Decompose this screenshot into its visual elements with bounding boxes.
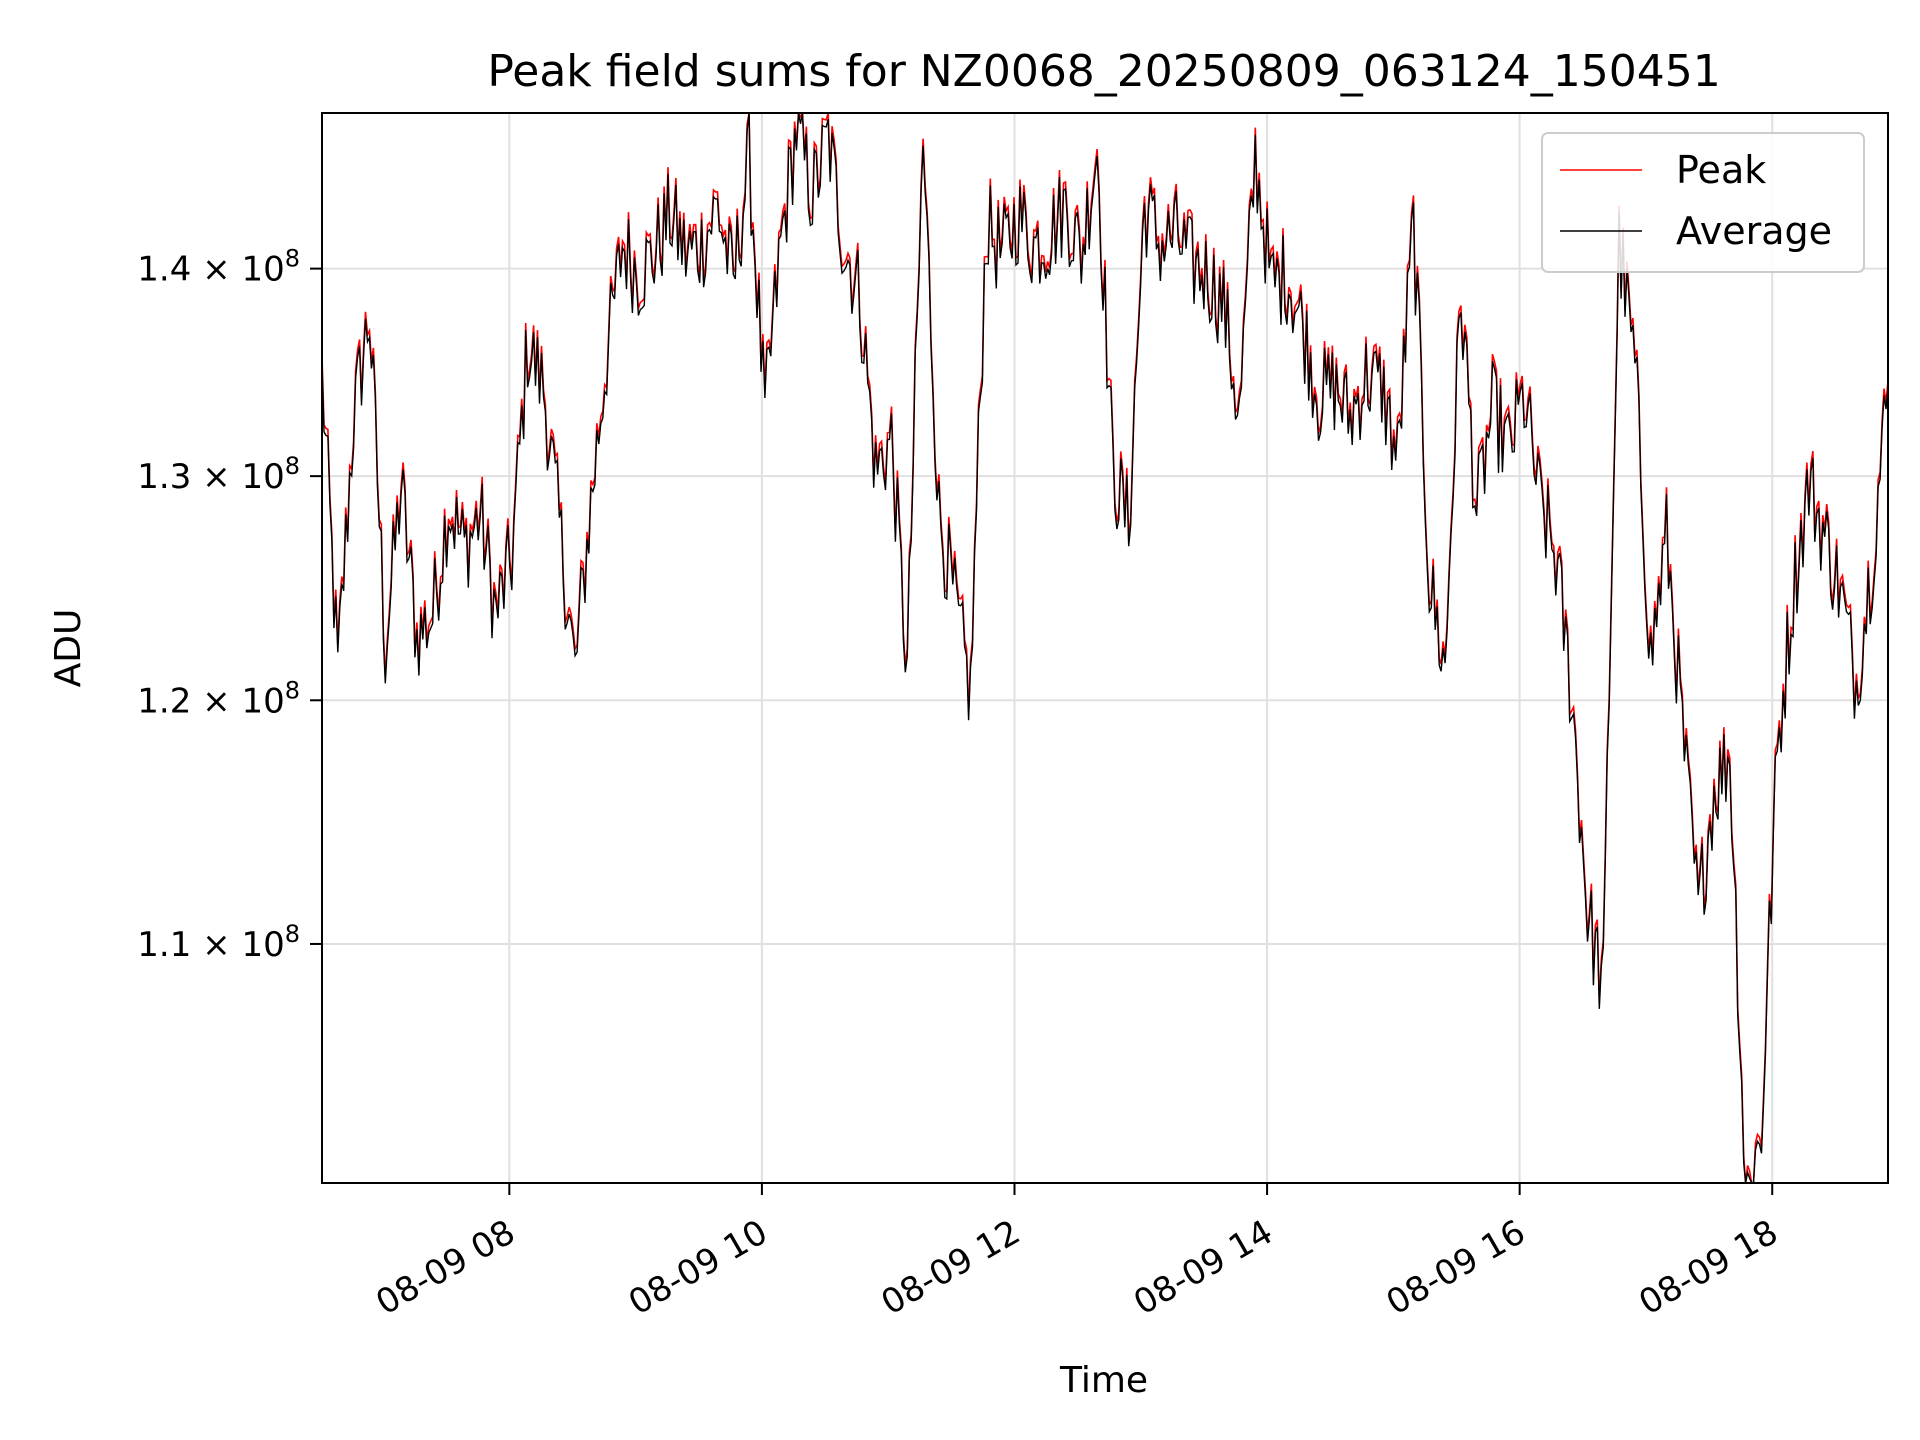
legend-box — [1541, 132, 1865, 273]
y-tick-label: 1.4 × 108 — [137, 245, 300, 290]
y-axis: 1.1 × 108 1.2 × 108 1.3 × 108 1.4 × 108 — [137, 245, 322, 965]
y-tick-label: 1.1 × 108 — [137, 920, 300, 965]
x-axis-label: Time — [1059, 1360, 1148, 1401]
legend-peak-label: Peak — [1676, 148, 1766, 192]
y-tick-label: 1.3 × 108 — [137, 452, 300, 497]
legend-average-label: Average — [1676, 209, 1832, 253]
y-tick-label: 1.2 × 108 — [137, 676, 300, 721]
y-axis-label: ADU — [48, 609, 89, 688]
plot-frame — [321, 112, 1889, 1184]
legend: Peak Average — [1541, 132, 1865, 273]
chart-title: Peak field sums for NZ0068_20250809_0631… — [487, 46, 1720, 97]
